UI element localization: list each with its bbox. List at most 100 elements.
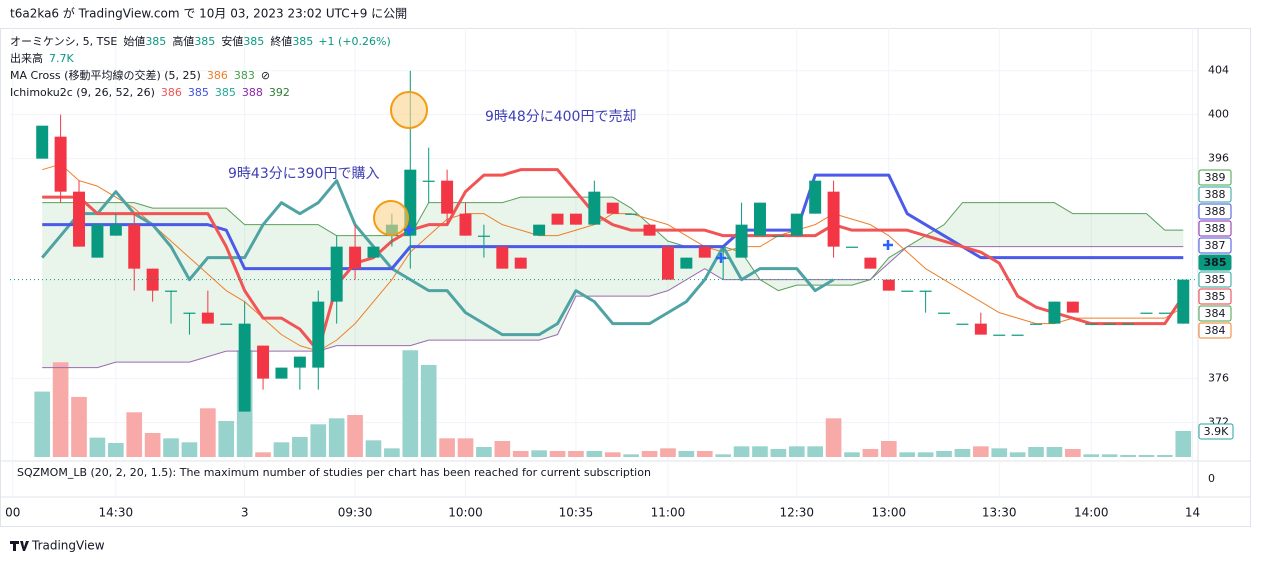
price-label: 385 (1205, 290, 1226, 303)
x-tick-label: 11:00 (651, 506, 686, 520)
x-tick-label: 09:30 (338, 506, 373, 520)
price-label-box (1198, 271, 1232, 288)
ichimoku-value: 386 (161, 86, 182, 99)
volume-bar (715, 454, 731, 457)
ma-name: MA Cross (移動平均線の交差) (5, 25) (10, 68, 201, 82)
candle-body (661, 246, 674, 280)
candle-body (1103, 323, 1116, 325)
price-label-box (1198, 237, 1232, 254)
candle-body (901, 290, 914, 292)
price-label: 387 (1205, 239, 1226, 252)
candle-body (956, 323, 969, 325)
candle-body (569, 213, 582, 225)
volume-bar (218, 420, 235, 457)
candle-body (514, 257, 527, 269)
volume-bar (623, 454, 639, 457)
price-label-box (1198, 322, 1232, 339)
candle-body (1140, 312, 1153, 314)
volume-bar (1046, 446, 1063, 457)
volume-bar (512, 450, 529, 457)
candle-body (496, 246, 509, 269)
candle-body (882, 279, 895, 291)
volume-bar (678, 450, 695, 457)
volume-bar (384, 448, 400, 457)
candle-body (128, 224, 141, 269)
symbol: オーミケンシ, 5, TSE (10, 35, 117, 48)
volume-bar (365, 440, 382, 457)
cross (883, 240, 893, 250)
volume-bar (660, 448, 676, 457)
price-label: 388 (1205, 205, 1226, 218)
volume-bar (292, 436, 308, 457)
ohlc-label: 安値 (221, 34, 243, 48)
volume-bar (402, 350, 419, 457)
volume-bar (973, 446, 989, 457)
candle-body (1122, 323, 1135, 325)
candle-body (238, 323, 251, 412)
volume-bar (273, 442, 290, 457)
volume-bar (34, 391, 51, 457)
volume-bar (954, 448, 971, 457)
symbol-legend: オーミケンシ, 5, TSE 始値385 高値385 安値385 終値385 +1 (+0… (10, 34, 391, 48)
price-label-box (1198, 169, 1232, 186)
candle-body (477, 235, 490, 237)
x-tick-label: 14 (1185, 506, 1200, 520)
ohlc-value: 385 (194, 35, 215, 48)
candle-body (606, 202, 619, 214)
volume-bar (1157, 454, 1173, 457)
volume-bar (586, 450, 603, 457)
change: +1 (+0.26%) (318, 35, 390, 48)
candle-body (146, 268, 159, 291)
volume-label: 出来高 (10, 51, 43, 65)
candle-body (220, 323, 233, 325)
candle-body (588, 191, 601, 225)
volume-bar (420, 364, 437, 457)
candle-body (73, 191, 85, 247)
candle-body (1085, 323, 1098, 325)
volume-bar (126, 412, 143, 457)
volume-bar (770, 448, 787, 457)
candle-body (367, 246, 380, 258)
y-tick-label: 396 (1208, 152, 1229, 165)
candle-body (625, 213, 638, 215)
price-label-box (1198, 288, 1232, 305)
candle-body (165, 290, 178, 292)
footer-text: TradingView (31, 539, 105, 553)
ma-legend: MA Cross (移動平均線の交差) (5, 25) 386 383 ⊘ (10, 68, 270, 82)
candle-body (1066, 301, 1079, 313)
x-tick-label: 13:30 (982, 506, 1017, 520)
candle-body (441, 180, 454, 214)
x-tick-label: 00 (5, 506, 20, 520)
y-tick-label: 400 (1208, 108, 1229, 121)
indicator-line (42, 173, 1184, 271)
x-tick-label: 14:00 (1074, 506, 1109, 520)
volume-bar (991, 448, 1008, 457)
ohlc-label: 終値 (270, 34, 292, 48)
ma-value: 386 (207, 69, 228, 82)
candle-body (919, 290, 932, 292)
ichimoku-legend: Ichimoku2c (9, 26, 52, 26) 386 385 385 388 39… (10, 86, 290, 99)
plot (10, 70, 1198, 457)
candle-body (827, 191, 840, 247)
volume-bar (568, 450, 584, 457)
volume-bar (89, 437, 106, 457)
volume-bar (494, 440, 511, 457)
candle-body (404, 169, 417, 236)
volume-bar (71, 396, 87, 457)
volume-label: 3.9K (1204, 425, 1229, 438)
candle-body (459, 213, 472, 236)
volume-bar (1101, 454, 1118, 457)
volume-bar (439, 438, 455, 457)
ichimoku-value: 392 (269, 86, 290, 99)
price-label: 388 (1205, 188, 1226, 201)
candle-body (698, 246, 711, 258)
ohlc-label: 始値 (123, 34, 145, 48)
volume-bar (1175, 430, 1192, 457)
ohlc-value: 385 (292, 35, 313, 48)
volume-bar (1083, 454, 1100, 457)
candle-body (1030, 323, 1043, 325)
x-tick-label: 10:35 (559, 506, 594, 520)
candle-body (938, 312, 951, 314)
candle-body (993, 334, 1006, 336)
